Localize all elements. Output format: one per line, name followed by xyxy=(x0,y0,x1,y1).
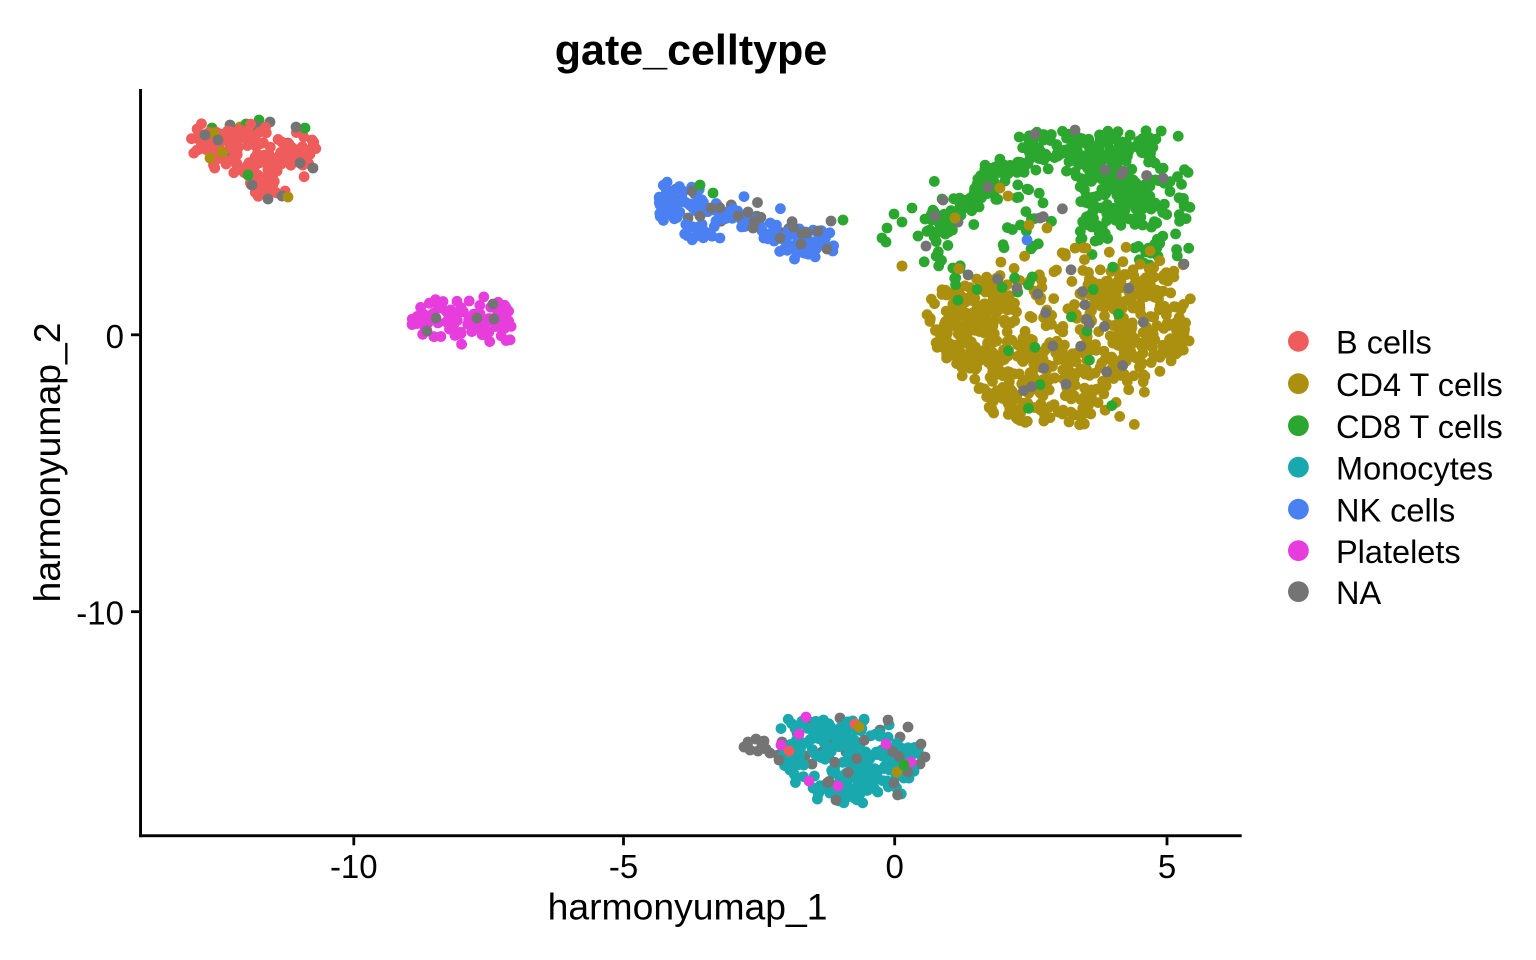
svg-text:B cells: B cells xyxy=(1336,325,1432,361)
svg-text:5: 5 xyxy=(1158,848,1176,885)
svg-text:harmonyumap_2: harmonyumap_2 xyxy=(26,323,68,603)
svg-text:-5: -5 xyxy=(609,848,638,885)
svg-text:-10: -10 xyxy=(330,848,378,885)
svg-text:0: 0 xyxy=(886,848,904,885)
svg-text:Monocytes: Monocytes xyxy=(1336,451,1493,487)
svg-text:Platelets: Platelets xyxy=(1336,534,1461,570)
svg-text:CD8 T cells: CD8 T cells xyxy=(1336,409,1503,445)
svg-text:0: 0 xyxy=(106,318,124,355)
svg-text:NK cells: NK cells xyxy=(1336,493,1455,529)
svg-text:gate_celltype: gate_celltype xyxy=(555,26,827,74)
svg-text:harmonyumap_1: harmonyumap_1 xyxy=(548,886,828,928)
svg-text:NA: NA xyxy=(1336,575,1381,611)
svg-text:-10: -10 xyxy=(76,595,124,632)
svg-text:CD4 T cells: CD4 T cells xyxy=(1336,367,1503,403)
